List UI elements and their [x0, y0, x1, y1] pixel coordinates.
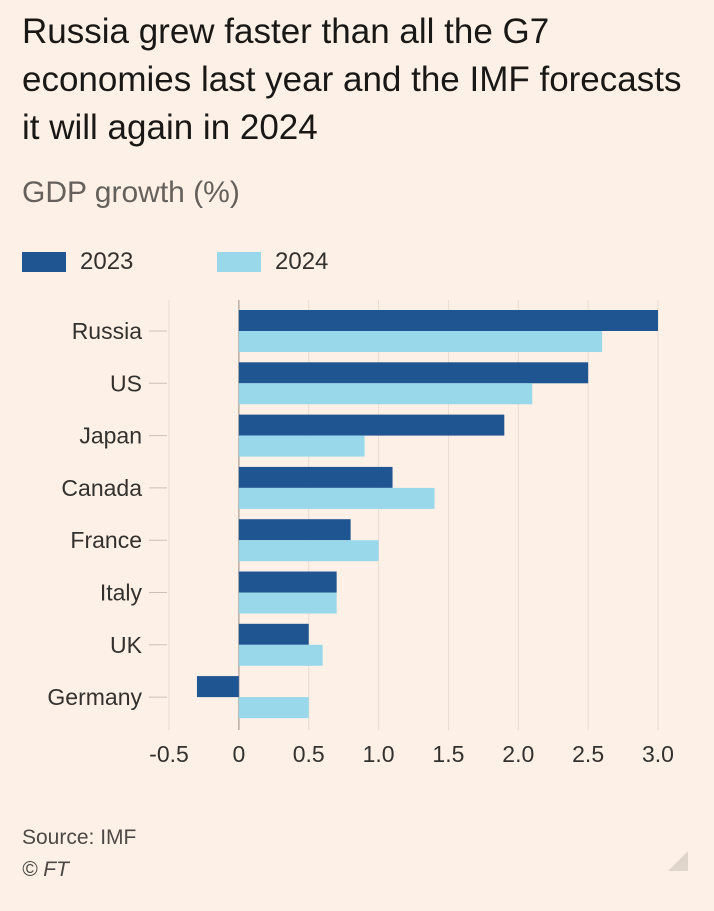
bar-2023-japan: [238, 414, 505, 436]
x-tick-label: 1.5: [432, 741, 464, 767]
x-tick-label: -0.5: [149, 741, 189, 767]
category-label: Germany: [47, 684, 142, 710]
bar-2024-canada: [238, 487, 435, 509]
x-tick-label: 0: [232, 741, 245, 767]
bar-2024-japan: [238, 435, 365, 457]
bar-2023-germany: [196, 676, 239, 698]
legend-swatch-2024: [217, 252, 261, 272]
bar-2024-us: [238, 383, 533, 405]
x-tick-label: 2.0: [502, 741, 534, 767]
x-tick-label: 3.0: [642, 741, 674, 767]
category-label: US: [110, 370, 142, 396]
category-label: Canada: [61, 475, 142, 501]
resize-corner-icon: [668, 851, 688, 871]
bar-2023-uk: [238, 623, 309, 645]
legend-label-2023: 2023: [80, 248, 134, 275]
legend-item-2024: 2024: [217, 248, 328, 276]
bar-2023-us: [238, 362, 589, 384]
bar-2023-russia: [238, 310, 658, 331]
category-label: Japan: [79, 423, 142, 449]
x-tick-label: 2.5: [572, 741, 604, 767]
bar-2024-germany: [238, 697, 309, 719]
bar-2023-france: [238, 519, 351, 541]
bar-chart: Russia US Japan Canada France Italy UK Germany -…: [47, 300, 674, 767]
legend: 2023 2024: [22, 248, 702, 282]
category-label: Italy: [100, 580, 143, 606]
bar-2023-italy: [238, 571, 337, 593]
legend-label-2024: 2024: [275, 248, 329, 275]
bar-2024-france: [238, 540, 379, 562]
source-note: Source: IMF: [22, 826, 137, 849]
category-label: France: [70, 527, 142, 553]
chart-title: Russia grew faster than all the G7 econo…: [22, 12, 682, 147]
bar-2024-russia: [238, 331, 603, 352]
bar-2024-italy: [238, 592, 337, 614]
bar-2024-uk: [238, 644, 323, 666]
copyright-credit: © FT: [22, 858, 69, 881]
x-tick-label: 1.0: [363, 741, 395, 767]
legend-swatch-2023: [22, 252, 66, 272]
x-tick-label: 0.5: [293, 741, 325, 767]
category-label: UK: [110, 632, 143, 658]
chart-subtitle: GDP growth (%): [22, 176, 240, 209]
category-label: Russia: [72, 318, 143, 344]
legend-item-2023: 2023: [22, 248, 133, 276]
bar-2023-canada: [238, 466, 393, 488]
